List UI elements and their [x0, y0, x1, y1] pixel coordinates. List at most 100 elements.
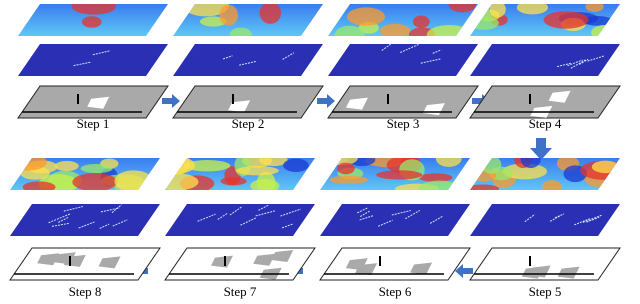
- heatmap-layer: [10, 158, 160, 190]
- occupancy-trace: [197, 213, 216, 222]
- heat-blob: [470, 16, 499, 30]
- heat-blob: [199, 16, 227, 27]
- occupancy-trace: [554, 213, 565, 219]
- arrow: [530, 138, 552, 160]
- occupancy-trace: [217, 213, 228, 220]
- step: Step 6: [319, 158, 471, 299]
- occupancy-trace: [429, 215, 444, 224]
- heatmap-layer: [320, 158, 470, 190]
- heatmap-content: [165, 158, 315, 190]
- heat-blob: [379, 23, 411, 36]
- occupancy-trace: [405, 210, 421, 220]
- heat-blob: [334, 25, 365, 36]
- occupancy-trace: [557, 62, 572, 68]
- heat-blob: [591, 24, 620, 36]
- occupancy-layer: [470, 44, 620, 76]
- occupancy-trace: [258, 204, 269, 211]
- occupancy-layer: [320, 204, 470, 236]
- heatmap-layer: [173, 4, 323, 36]
- map-bg: [319, 247, 471, 281]
- heat-blob: [542, 179, 562, 190]
- step: Step 4: [469, 4, 621, 131]
- heat-blob: [235, 166, 279, 176]
- occupancy-trace: [255, 210, 275, 217]
- occupancy-bg: [320, 204, 470, 236]
- heatmap-layer: [18, 4, 168, 36]
- map-layer: [327, 85, 479, 119]
- heatmap-content: [470, 158, 620, 190]
- occupancy-trace: [229, 206, 243, 216]
- heat-blob: [470, 184, 500, 190]
- map-patch: [87, 96, 110, 109]
- occupancy-layer: [165, 204, 315, 236]
- heatmap-content: [320, 158, 470, 190]
- heat-blob: [326, 158, 358, 166]
- occupancy-trace: [282, 52, 295, 60]
- occupancy-trace: [48, 213, 71, 224]
- step: Step 1: [17, 4, 169, 131]
- occupancy-trace: [570, 58, 587, 69]
- heat-blob: [516, 4, 549, 15]
- step: Step 7: [164, 158, 316, 299]
- map-layer: [469, 247, 621, 281]
- occupancy-trace: [420, 58, 442, 64]
- map-layer: [319, 247, 471, 281]
- heatmap-content: [470, 4, 620, 36]
- heat-blob: [259, 4, 282, 24]
- occupancy-bg: [470, 204, 620, 236]
- map-patch: [37, 253, 60, 266]
- map-bg: [9, 247, 161, 281]
- occupancy-trace: [100, 207, 120, 213]
- occupancy-layer: [10, 204, 160, 236]
- heat-blob: [489, 4, 506, 18]
- occupancy-trace: [586, 216, 600, 223]
- occupancy-trace: [99, 223, 110, 229]
- step-label: Step 6: [379, 284, 412, 299]
- arrow: [162, 94, 180, 108]
- heatmap-layer: [328, 4, 478, 36]
- heat-blob: [346, 7, 385, 26]
- step-label: Step 4: [529, 116, 562, 131]
- map-patch: [557, 266, 580, 279]
- occupancy-trace: [400, 43, 420, 53]
- occupancy-bg: [328, 44, 478, 76]
- heat-blob: [165, 173, 199, 190]
- occupancy-trace: [381, 42, 393, 51]
- occupancy-trace: [357, 207, 368, 214]
- heatmap-content: [328, 4, 478, 36]
- occupancy-bg: [173, 44, 323, 76]
- heat-blob: [591, 160, 620, 174]
- map-layer: [469, 85, 621, 119]
- heat-blob: [182, 4, 229, 17]
- map-patch: [345, 258, 368, 271]
- occupancy-trace: [582, 214, 603, 223]
- heat-blob: [543, 11, 589, 29]
- occupancy-bg: [165, 204, 315, 236]
- heat-blob: [10, 158, 47, 171]
- heatmap-content: [18, 4, 168, 36]
- occupancy-trace: [549, 215, 561, 222]
- occupancy-layer: [470, 204, 620, 236]
- occupancy-bg: [470, 44, 620, 76]
- step-label: Step 5: [529, 284, 562, 299]
- step-label: Step 7: [224, 284, 257, 299]
- heat-blob: [336, 162, 355, 175]
- arrow: [455, 264, 473, 278]
- heatmap-content: [10, 158, 160, 190]
- heat-blob: [520, 158, 541, 169]
- occupancy-trace: [432, 49, 442, 54]
- map-patch: [410, 262, 433, 275]
- occupancy-layer: [328, 42, 478, 76]
- occupancy-trace: [359, 210, 370, 217]
- occupancy-bg: [10, 204, 160, 236]
- map-layer: [17, 85, 169, 119]
- heat-blob: [250, 179, 280, 190]
- map-layer: [172, 85, 324, 119]
- heat-blob: [114, 170, 153, 190]
- occupancy-bg: [18, 44, 168, 76]
- heat-blob: [81, 16, 102, 28]
- heat-blob: [481, 158, 502, 174]
- map-bg: [469, 247, 621, 281]
- heat-blob: [435, 158, 462, 167]
